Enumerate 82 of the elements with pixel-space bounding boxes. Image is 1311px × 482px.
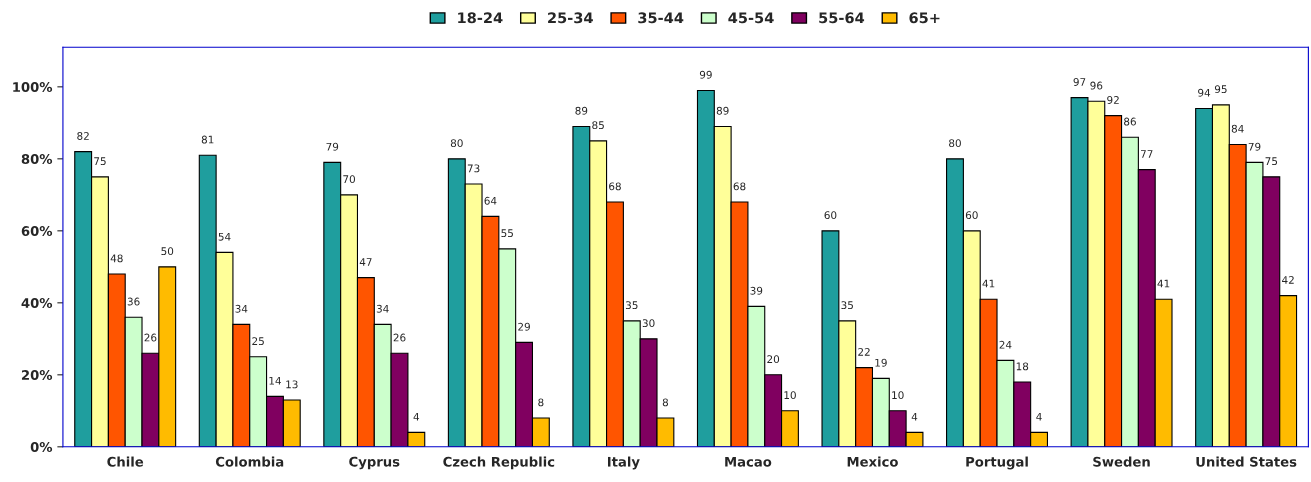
data-label: 89 [716,106,729,115]
data-label: 82 [77,132,89,140]
data-label: 55 [501,229,513,238]
data-label: 48 [110,254,123,263]
data-label: 34 [235,304,248,313]
data-label: 42 [1282,276,1294,284]
data-label: 75 [94,157,106,166]
y-tick-label: 80% [21,154,53,165]
x-tick-label: Chile [107,456,144,467]
data-label: 97 [1073,78,1086,86]
data-label: 73 [467,164,480,173]
x-tick-label: Portugal [966,456,1028,470]
data-label: 35 [841,301,853,310]
legend-label: 55-64 [819,12,865,24]
data-label: 36 [127,297,140,306]
data-label: 30 [642,319,655,328]
x-tick-label: Czech Republic [443,456,555,470]
x-tick-label: Sweden [1093,456,1150,467]
data-label: 96 [1090,81,1103,90]
data-label: 60 [965,211,978,220]
x-tick-label: United States [1196,456,1297,467]
data-label: 41 [982,279,995,288]
data-label: 64 [484,196,497,205]
data-label: 89 [575,106,588,115]
data-label: 92 [1107,96,1119,104]
data-label: 84 [1231,124,1244,133]
y-tick-label: 60% [21,226,53,237]
x-tick-label: Italy [607,456,640,470]
data-label: 26 [144,333,157,342]
data-label: 50 [161,247,174,256]
data-label: 4 [1036,412,1042,421]
x-tick-label: Cyprus [349,456,400,470]
data-label: 39 [750,286,763,295]
legend-label: 45-54 [728,12,774,24]
data-label: 35 [625,301,638,310]
data-label: 79 [1248,142,1261,151]
data-label: 95 [1214,85,1227,94]
data-label: 80 [450,139,463,148]
y-tick-label: 40% [21,298,53,309]
data-label: 54 [218,232,231,241]
data-label: 86 [1124,117,1136,126]
legend-label: 18-24 [458,12,503,24]
data-label: 14 [269,376,282,385]
data-label: 8 [662,398,669,407]
data-label: 81 [201,135,214,144]
y-tick-label: 0% [30,442,53,453]
data-label: 94 [1198,88,1211,97]
data-label: 68 [609,182,621,191]
data-label: 24 [999,340,1012,349]
legend-label: 25-34 [548,12,593,24]
data-label: 10 [784,391,796,400]
data-label: 41 [1157,279,1170,288]
x-tick-label: Mexico [847,456,898,467]
data-label: 70 [343,175,356,184]
data-label: 4 [911,412,918,421]
data-label: 20 [767,355,780,364]
data-label: 19 [875,358,887,367]
data-label: 77 [1141,150,1153,158]
y-tick-label: 20% [21,370,53,381]
y-tick-label: 100% [13,82,53,93]
data-label: 13 [286,380,298,389]
data-label: 10 [892,391,904,400]
data-label: 25 [252,337,264,346]
legend-label: 35-44 [638,12,684,24]
x-tick-label: Macao [725,456,772,467]
data-label: 18 [1016,362,1029,371]
data-label: 80 [949,139,961,148]
data-label: 4 [413,412,420,421]
data-label: 34 [376,304,389,313]
data-label: 26 [393,333,406,342]
legend-label: 65+ [909,12,940,24]
data-label: 47 [359,258,372,266]
data-label: 22 [858,348,870,356]
data-label: 29 [518,322,530,331]
data-label: 8 [538,398,544,407]
data-label: 68 [733,182,746,191]
x-tick-label: Colombia [215,456,284,467]
data-label: 79 [326,142,339,151]
data-label: 85 [592,121,604,130]
data-label: 99 [699,70,712,79]
data-label: 75 [1265,157,1278,166]
data-label: 60 [824,211,837,220]
